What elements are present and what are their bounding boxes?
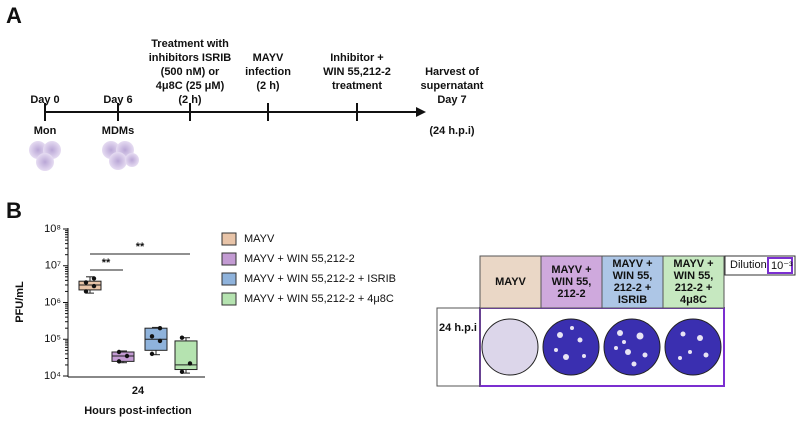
event-label: (2 h) — [178, 94, 202, 106]
x-tick-label: 24 — [132, 385, 145, 397]
event-label: Day 0 — [30, 94, 59, 106]
data-point — [179, 335, 185, 340]
data-point — [124, 353, 130, 359]
row-label: 24 h.p.i — [439, 322, 477, 334]
data-point — [179, 369, 185, 375]
header-label: MAYV + — [612, 258, 652, 270]
data-point — [149, 334, 155, 339]
event-label: (500 nM) or — [161, 66, 220, 78]
header-label: 212-2 — [557, 288, 585, 300]
row-header — [436, 307, 481, 387]
plaque-wells — [481, 318, 722, 376]
timeline-arrow — [416, 107, 426, 117]
event-label: treatment — [332, 80, 382, 92]
box — [111, 351, 135, 362]
data-point — [157, 325, 163, 331]
data-point — [187, 361, 193, 366]
event-label: inhibitors ISRIB — [149, 52, 232, 64]
legend-swatch — [221, 232, 237, 246]
header-label: ISRIB — [618, 294, 647, 306]
header-label: 212-2 + — [614, 282, 652, 294]
data-point — [116, 359, 122, 364]
column-header — [662, 255, 725, 309]
event-label: Treatment with — [151, 38, 229, 50]
legend-label: MAYV — [244, 233, 275, 245]
y-tick-label: 10⁵ — [44, 333, 61, 345]
legend-swatch — [221, 252, 237, 266]
legend-label: MAYV + WIN 55,212-2 + 4μ8C — [244, 293, 394, 305]
macrophage-icon — [102, 141, 139, 170]
y-tick-label: 10⁸ — [44, 223, 61, 235]
header-label: 212-2 + — [675, 282, 713, 294]
event-label: 4μ8C (25 μM) — [156, 80, 225, 92]
y-axis-title: PFU/mL — [14, 281, 26, 323]
event-sublabel: MDMs — [102, 125, 134, 137]
data-point — [83, 289, 89, 294]
x-axis-title: Hours post-infection — [84, 405, 192, 417]
event-sublabel: (24 h.p.i) — [429, 125, 475, 137]
legend-label: MAYV + WIN 55,212-2 + ISRIB — [244, 273, 396, 285]
event-sublabel: Mon — [34, 125, 57, 137]
column-header — [601, 255, 664, 309]
dilution-box — [724, 255, 796, 276]
data-point — [116, 349, 122, 355]
header-label: MAYV + — [551, 264, 591, 276]
header-label: MAYV — [495, 276, 526, 288]
panel-letter: B — [6, 198, 22, 223]
header-label: WIN 55, — [552, 276, 592, 288]
significance-label: ** — [136, 241, 145, 253]
event-label: (2 h) — [256, 80, 280, 92]
header-label: WIN 55, — [674, 270, 714, 282]
event-label: Harvest of — [425, 66, 479, 78]
data-point — [149, 351, 155, 357]
dilution-value: 10⁻³ — [771, 260, 793, 272]
header-label: MAYV + — [673, 258, 713, 270]
event-label: MAYV — [253, 52, 284, 64]
dilution-label: Dilution: — [730, 259, 770, 271]
significance-label: ** — [102, 257, 111, 269]
box — [78, 280, 102, 291]
event-label: supernatant — [421, 80, 484, 92]
event-label: Inhibitor + — [330, 52, 383, 64]
data-point — [91, 276, 97, 281]
header-label: WIN 55, — [613, 270, 653, 282]
column-header — [540, 255, 603, 309]
panel-letter: A — [6, 3, 22, 28]
dilution-highlight — [767, 257, 793, 274]
monocyte-icon — [29, 141, 61, 171]
event-label: infection — [245, 66, 291, 78]
data-point — [91, 283, 97, 289]
legend-swatch — [221, 272, 237, 286]
y-tick-label: 10⁷ — [45, 260, 61, 272]
y-tick-label: 10⁶ — [44, 296, 61, 308]
event-label: WIN 55,212-2 — [323, 66, 391, 78]
data-point — [83, 280, 89, 285]
data-point — [157, 338, 163, 344]
legend-swatch — [221, 292, 237, 306]
legend-label: MAYV + WIN 55,212-2 — [244, 253, 355, 265]
y-tick-label: 10⁴ — [44, 370, 61, 382]
event-label: Day 6 — [103, 94, 132, 106]
event-label: Day 7 — [437, 94, 466, 106]
header-label: 4μ8C — [680, 294, 707, 306]
